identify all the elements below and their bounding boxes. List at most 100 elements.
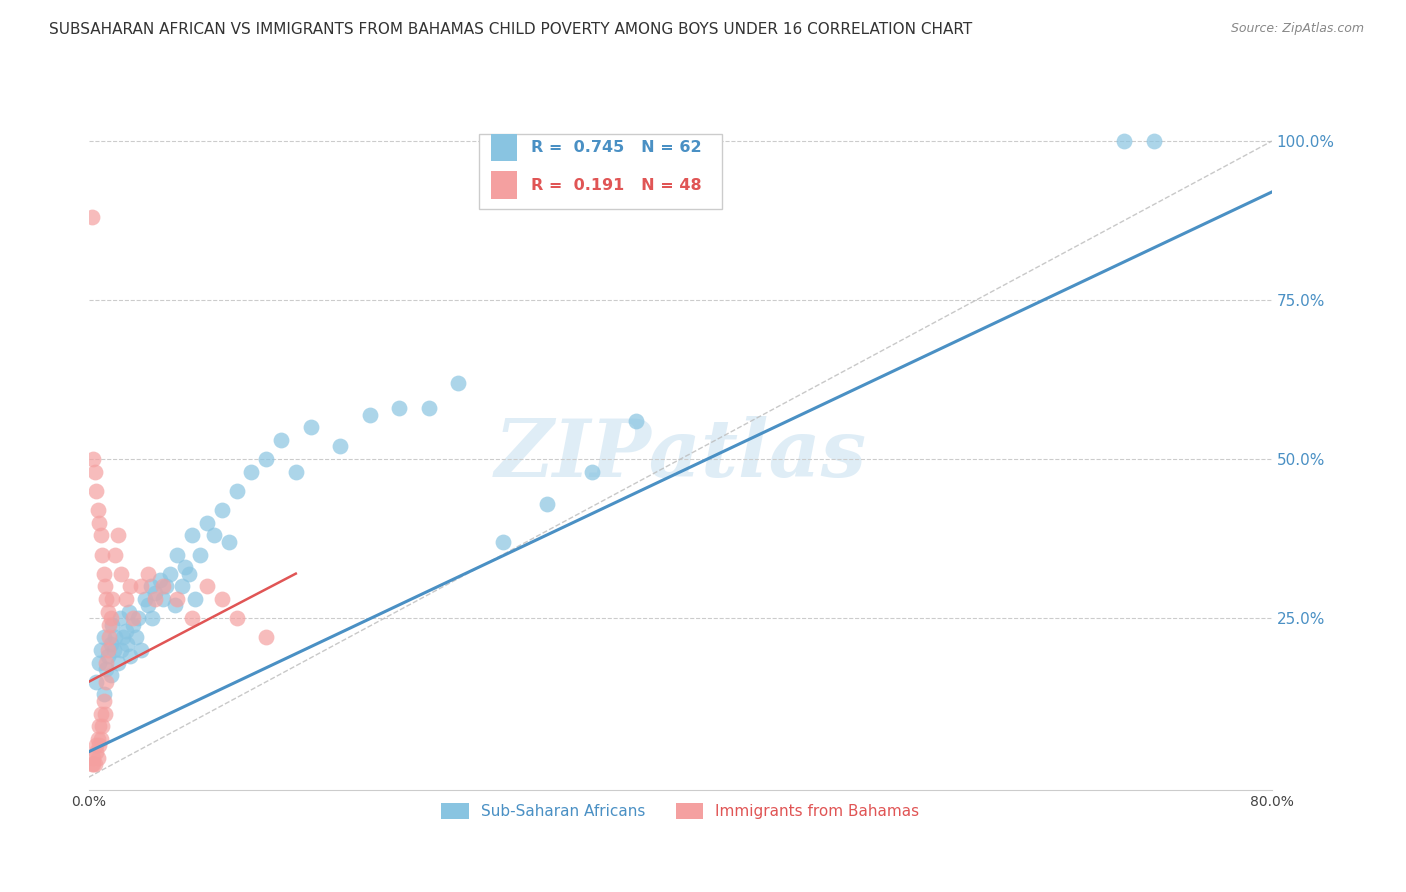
- Point: [492, 534, 515, 549]
- Point: [93, 694, 115, 708]
- Point: [122, 611, 145, 625]
- Point: [624, 414, 647, 428]
- Point: [120, 579, 142, 593]
- Point: [181, 528, 204, 542]
- Point: [184, 592, 207, 607]
- Point: [82, 452, 104, 467]
- Point: [86, 731, 108, 746]
- Point: [218, 534, 240, 549]
- Point: [91, 548, 114, 562]
- Point: [359, 408, 381, 422]
- Point: [90, 706, 112, 721]
- Bar: [491, 171, 517, 199]
- Point: [270, 433, 292, 447]
- Point: [204, 528, 226, 542]
- Point: [129, 643, 152, 657]
- Point: [136, 566, 159, 581]
- Point: [83, 757, 105, 772]
- Text: R =  0.191   N = 48: R = 0.191 N = 48: [531, 178, 702, 193]
- Point: [152, 579, 174, 593]
- Point: [152, 592, 174, 607]
- Point: [90, 528, 112, 542]
- Point: [96, 656, 118, 670]
- Point: [299, 420, 322, 434]
- Point: [225, 483, 247, 498]
- Point: [114, 624, 136, 638]
- Point: [129, 579, 152, 593]
- FancyBboxPatch shape: [479, 135, 721, 210]
- Point: [418, 401, 440, 416]
- Point: [139, 579, 162, 593]
- Point: [110, 643, 132, 657]
- Point: [84, 674, 107, 689]
- Point: [141, 611, 163, 625]
- Point: [195, 579, 218, 593]
- Point: [115, 637, 138, 651]
- Point: [104, 548, 127, 562]
- Point: [136, 599, 159, 613]
- Point: [118, 605, 141, 619]
- Point: [447, 376, 470, 390]
- Point: [1142, 134, 1164, 148]
- Point: [86, 751, 108, 765]
- Point: [100, 637, 122, 651]
- Point: [166, 592, 188, 607]
- Point: [98, 630, 121, 644]
- Point: [96, 674, 118, 689]
- Text: Source: ZipAtlas.com: Source: ZipAtlas.com: [1230, 22, 1364, 36]
- Point: [240, 465, 263, 479]
- Text: R =  0.745   N = 62: R = 0.745 N = 62: [531, 140, 702, 155]
- Point: [82, 751, 104, 765]
- Point: [159, 566, 181, 581]
- Point: [125, 630, 148, 644]
- Point: [211, 503, 233, 517]
- Point: [143, 592, 166, 607]
- Point: [93, 688, 115, 702]
- Point: [103, 643, 125, 657]
- Point: [166, 548, 188, 562]
- Point: [114, 592, 136, 607]
- Point: [87, 656, 110, 670]
- Point: [149, 573, 172, 587]
- Point: [127, 611, 149, 625]
- Point: [122, 617, 145, 632]
- Point: [97, 605, 120, 619]
- Point: [195, 516, 218, 530]
- Point: [284, 465, 307, 479]
- Point: [181, 611, 204, 625]
- Point: [87, 739, 110, 753]
- Point: [98, 617, 121, 632]
- Point: [225, 611, 247, 625]
- Point: [388, 401, 411, 416]
- Point: [108, 611, 131, 625]
- Point: [96, 592, 118, 607]
- Point: [254, 630, 277, 644]
- Point: [170, 579, 193, 593]
- Point: [134, 592, 156, 607]
- Point: [211, 592, 233, 607]
- Point: [1112, 134, 1135, 148]
- Point: [163, 599, 186, 613]
- Point: [107, 656, 129, 670]
- Point: [329, 439, 352, 453]
- Point: [97, 643, 120, 657]
- Text: SUBSAHARAN AFRICAN VS IMMIGRANTS FROM BAHAMAS CHILD POVERTY AMONG BOYS UNDER 16 : SUBSAHARAN AFRICAN VS IMMIGRANTS FROM BA…: [49, 22, 973, 37]
- Point: [87, 516, 110, 530]
- Point: [581, 465, 603, 479]
- Point: [254, 452, 277, 467]
- Point: [107, 528, 129, 542]
- Point: [82, 757, 104, 772]
- Point: [155, 579, 177, 593]
- Point: [84, 745, 107, 759]
- Point: [83, 465, 105, 479]
- Point: [188, 548, 211, 562]
- Point: [97, 649, 120, 664]
- Point: [80, 211, 103, 225]
- Point: [143, 585, 166, 599]
- Point: [536, 497, 558, 511]
- Point: [100, 611, 122, 625]
- Point: [94, 706, 117, 721]
- Point: [90, 731, 112, 746]
- Point: [120, 649, 142, 664]
- Bar: [491, 134, 517, 161]
